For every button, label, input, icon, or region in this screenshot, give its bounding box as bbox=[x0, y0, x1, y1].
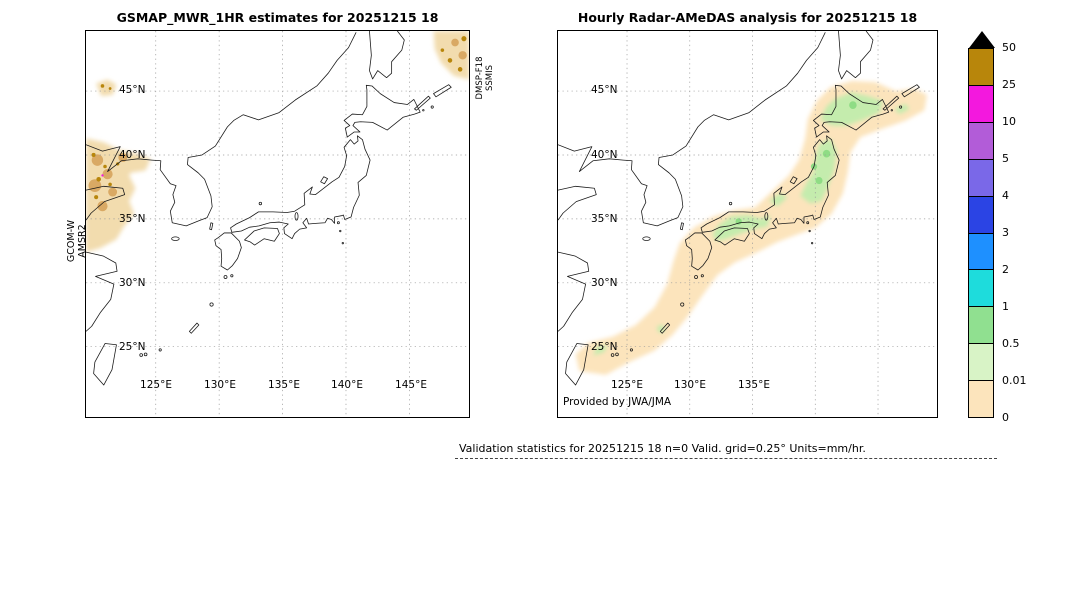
lon-tick-label: 130°E bbox=[674, 379, 706, 391]
colorbar-segment bbox=[969, 269, 993, 307]
colorbar-tick: 0.5 bbox=[1002, 337, 1020, 350]
gsmap-panel: GSMAP_MWR_1HR estimates for 20251215 18 bbox=[66, 10, 495, 418]
rain-patch bbox=[768, 193, 788, 207]
lat-tick-label: 35°N bbox=[591, 213, 618, 225]
lat-tick-label: 25°N bbox=[119, 341, 146, 353]
lat-tick-label: 40°N bbox=[591, 149, 618, 161]
colorbar-tick: 5 bbox=[1002, 152, 1009, 165]
gsmap-sensor-label-left: GCOM-W AMSR2 bbox=[66, 201, 88, 281]
rain-patch bbox=[894, 103, 910, 115]
lat-tick-label: 25°N bbox=[591, 341, 618, 353]
lat-tick-label: 40°N bbox=[119, 149, 146, 161]
sensor-name: GCOM-W bbox=[66, 219, 77, 263]
colorbar-tick: 10 bbox=[1002, 115, 1016, 128]
gsmap-dark-spots bbox=[91, 36, 467, 200]
colorbar-overflow-arrow bbox=[969, 31, 995, 48]
lat-tick-label: 35°N bbox=[119, 213, 146, 225]
data-credit: Provided by JWA/JMA bbox=[563, 396, 672, 408]
lon-tick-label: 135°E bbox=[738, 379, 770, 391]
sensor-name: AMSR2 bbox=[77, 224, 88, 258]
radar-title: Hourly Radar-AMeDAS analysis for 2025121… bbox=[577, 10, 918, 25]
lon-tick-label: 145°E bbox=[395, 379, 427, 391]
colorbar-segment bbox=[969, 232, 993, 270]
colorbar-tick: 2 bbox=[1002, 263, 1009, 276]
lon-tick-label: 135°E bbox=[268, 379, 300, 391]
colorbar-segment bbox=[969, 380, 993, 418]
colorbar-segment bbox=[969, 49, 993, 85]
colorbar-tick: 3 bbox=[1002, 226, 1009, 239]
colorbar-tick: 25 bbox=[1002, 78, 1016, 91]
colorbar-segment bbox=[969, 306, 993, 344]
lon-tick-label: 125°E bbox=[611, 379, 643, 391]
colorbar-segment bbox=[969, 121, 993, 159]
gsmap-sensor-label-right: DMSP-F18 SSMIS bbox=[475, 50, 495, 106]
sensor-name: SSMIS bbox=[485, 64, 495, 92]
radar-panel: Hourly Radar-AMeDAS analysis for 2025121… bbox=[557, 10, 938, 418]
gsmap-heavy-pixel bbox=[101, 174, 104, 177]
colorbar-tick: 1 bbox=[1002, 300, 1009, 313]
colorbar-tick: 0 bbox=[1002, 411, 1009, 424]
colorbar-segment bbox=[969, 158, 993, 196]
lon-tick-label: 125°E bbox=[140, 379, 172, 391]
lon-tick-label: 130°E bbox=[204, 379, 236, 391]
lat-tick-label: 30°N bbox=[591, 277, 618, 289]
gsmap-map-svg bbox=[86, 31, 469, 417]
lat-tick-label: 30°N bbox=[119, 277, 146, 289]
colorbar-segment bbox=[969, 84, 993, 122]
rain-patch bbox=[593, 345, 607, 356]
colorbar-segments bbox=[968, 48, 994, 418]
lat-tick-label: 45°N bbox=[119, 84, 146, 96]
lat-tick-label: 45°N bbox=[591, 84, 618, 96]
colorbar-segment bbox=[969, 195, 993, 233]
colorbar-tick: 0.01 bbox=[1002, 374, 1027, 387]
precip-patch bbox=[96, 79, 117, 97]
colorbar-segment bbox=[969, 343, 993, 381]
rain-patch bbox=[657, 324, 665, 333]
radar-map-svg bbox=[558, 31, 937, 417]
dashed-divider bbox=[455, 458, 997, 459]
sensor-name: DMSP-F18 bbox=[475, 56, 485, 100]
colorbar-tick: 4 bbox=[1002, 189, 1009, 202]
validation-note: Validation statistics for 20251215 18 n=… bbox=[459, 442, 866, 455]
colorbar-tick: 50 bbox=[1002, 41, 1016, 54]
precip-patch bbox=[86, 138, 151, 253]
gsmap-title: GSMAP_MWR_1HR estimates for 20251215 18 bbox=[116, 10, 439, 25]
lon-tick-label: 140°E bbox=[331, 379, 363, 391]
gsmap-tan-spots bbox=[88, 38, 467, 212]
